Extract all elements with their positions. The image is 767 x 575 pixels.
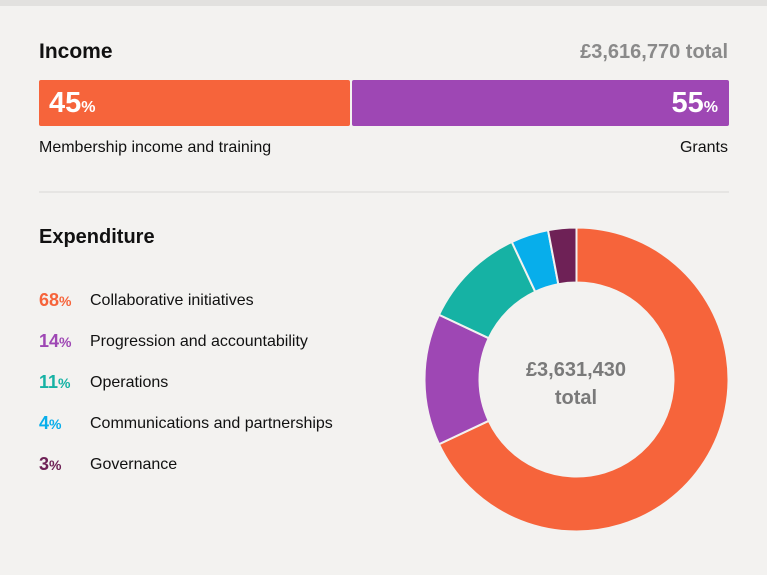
income-total: £3,616,770 total	[580, 41, 728, 63]
legend-pct: 11%	[39, 372, 70, 393]
income-segment-membership: 45%	[39, 80, 350, 126]
legend-label: Operations	[90, 374, 169, 391]
segment-unit: %	[703, 99, 718, 116]
income-segment-grants: 55%	[352, 80, 729, 126]
income-title: Income	[39, 40, 113, 63]
legend-label: Communications and partnerships	[90, 415, 333, 432]
pct-unit: %	[59, 293, 72, 309]
legend-label: Collaborative initiatives	[90, 292, 254, 309]
legend-pct: 68%	[39, 290, 71, 311]
pct-unit: %	[58, 375, 71, 391]
pct-unit: %	[49, 457, 62, 473]
segment-value: 45	[49, 87, 82, 119]
section-divider	[39, 191, 729, 193]
expenditure-title: Expenditure	[39, 226, 155, 248]
pct-value: 11	[39, 372, 59, 392]
pct-value: 4	[39, 413, 50, 433]
legend-pct: 3%	[39, 454, 61, 475]
pct-value: 14	[39, 331, 60, 351]
segment-value: 55	[671, 87, 704, 119]
legend-label: Governance	[90, 456, 178, 473]
income-label-grants: Grants	[679, 139, 728, 156]
income-stacked-bar: 45% 55%	[39, 80, 729, 126]
pct-value: 68	[39, 290, 60, 310]
top-border	[0, 0, 767, 6]
income-label-membership: Membership income and training	[39, 139, 272, 156]
legend-pct: 4%	[39, 413, 61, 434]
expenditure-donut-chart	[424, 227, 729, 532]
legend-label: Progression and accountability	[90, 333, 308, 350]
segment-unit: %	[81, 99, 96, 116]
donut-slice	[547, 227, 578, 286]
expenditure-total-amount: £3,631,430	[525, 359, 627, 381]
pct-unit: %	[59, 334, 72, 350]
donut-slice	[437, 227, 729, 532]
legend-pct: 14%	[39, 331, 71, 352]
pct-value: 3	[39, 454, 50, 474]
expenditure-total: £3,631,430 total	[496, 356, 656, 412]
expenditure-total-label: total	[554, 387, 598, 409]
pct-unit: %	[49, 416, 62, 432]
